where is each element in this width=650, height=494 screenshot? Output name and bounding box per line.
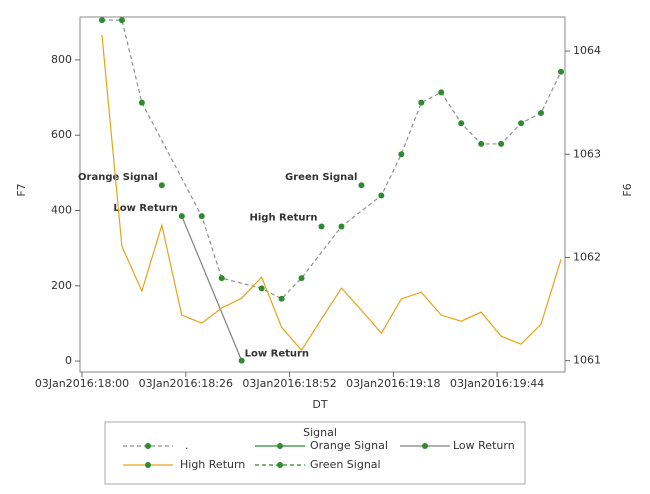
point — [358, 182, 365, 189]
point — [98, 17, 105, 24]
series-line — [181, 215, 243, 361]
legend-title: Signal — [303, 426, 337, 439]
point — [498, 140, 505, 147]
y-tick-label: 0 — [65, 354, 72, 367]
point — [118, 17, 125, 24]
series-line — [101, 35, 562, 352]
y-tick-label: 800 — [51, 53, 72, 66]
series-line — [101, 19, 562, 300]
x-tick-label: 03Jan2016:19:18 — [346, 377, 440, 390]
y2-tick-label: 1063 — [573, 147, 601, 160]
data-label: Green Signal — [285, 172, 357, 183]
legend-marker — [145, 443, 151, 449]
legend-marker — [277, 462, 283, 468]
y2-tick-label: 1064 — [573, 44, 601, 57]
plot-frame — [79, 16, 566, 373]
point — [398, 151, 405, 158]
point — [218, 275, 225, 282]
point — [418, 99, 425, 106]
x-tick-label: 03Jan2016:18:26 — [139, 377, 233, 390]
point — [518, 120, 525, 127]
legend-label: Green Signal — [310, 458, 381, 471]
legend-marker — [145, 462, 151, 468]
y-tick-label: 200 — [51, 279, 72, 292]
y-tick-label: 400 — [51, 203, 72, 216]
y2-axis-label: F6 — [621, 183, 634, 196]
point — [238, 357, 245, 364]
point — [298, 275, 305, 282]
x-tick-label: 03Jan2016:19:44 — [450, 377, 544, 390]
legend-marker — [277, 443, 283, 449]
point — [378, 192, 385, 199]
y-axis-label: F7 — [15, 183, 28, 196]
legend-box — [104, 421, 526, 485]
data-label: Low Return — [113, 203, 177, 214]
point — [538, 109, 545, 116]
legend-label: . — [185, 439, 189, 452]
point — [458, 120, 465, 127]
point — [438, 89, 445, 96]
point — [478, 140, 485, 147]
point — [558, 68, 565, 75]
legend-label: High Return — [180, 458, 245, 471]
point — [258, 285, 265, 292]
point — [338, 223, 345, 230]
x-tick-label: 03Jan2016:18:52 — [242, 377, 336, 390]
legend-marker — [422, 443, 428, 449]
x-axis-label: DT — [312, 398, 327, 411]
x-tick-label: 03Jan2016:18:00 — [35, 377, 129, 390]
point — [138, 99, 145, 106]
legend-label: Orange Signal — [310, 439, 388, 452]
point — [198, 213, 205, 220]
y2-tick-label: 1062 — [573, 250, 601, 263]
point — [158, 182, 165, 189]
point — [178, 213, 185, 220]
y-tick-label: 600 — [51, 128, 72, 141]
y2-tick-label: 1061 — [573, 354, 601, 367]
legend-label: Low Return — [453, 439, 515, 452]
point — [318, 223, 325, 230]
data-label: Orange Signal — [78, 172, 158, 183]
data-label: Low Return — [245, 349, 309, 360]
data-label: High Return — [250, 212, 318, 223]
point — [278, 295, 285, 302]
